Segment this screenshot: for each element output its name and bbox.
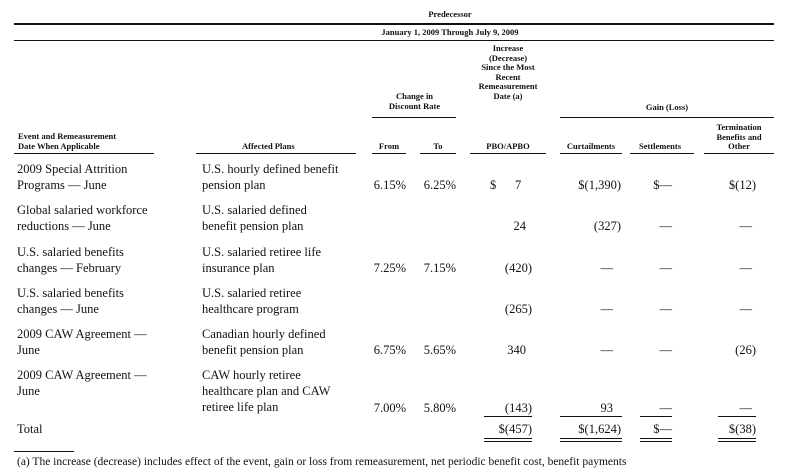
table-cell-pbo: 24	[513, 219, 527, 233]
table-cell-settlements: —	[659, 343, 673, 357]
table-cell-settlements: —	[659, 261, 673, 275]
settlements-total-rule-1	[640, 438, 672, 439]
table-cell-to: 5.65%	[423, 343, 456, 357]
col-curtailments-header: Curtailments	[566, 141, 616, 151]
table-row-plans: U.S. hourly defined benefit pension plan	[202, 162, 339, 192]
table-cell-from: 7.00%	[373, 401, 406, 415]
curtailments-total-rule-2	[560, 441, 622, 442]
table-cell-from: 6.15%	[373, 178, 406, 192]
col-settlements-rule	[630, 153, 694, 154]
table-cell-termination: —	[739, 261, 753, 275]
settlements-total-rule-2	[640, 441, 672, 442]
table-row-plans: Canadian hourly defined benefit pension p…	[202, 327, 326, 357]
table-cell-settlements: $—	[653, 178, 672, 192]
gain-group-label: Gain (Loss)	[645, 102, 689, 112]
table-cell-settlements: —	[659, 219, 673, 233]
table-row-plans: U.S. salaried retiree healthcare program	[202, 286, 302, 316]
curtailments-total-rule-1	[560, 438, 622, 439]
table-cell-termination: —	[739, 302, 753, 316]
table-row-event: 2009 CAW Agreement — June	[17, 368, 147, 398]
table-cell-from: 6.75%	[373, 343, 406, 357]
table-row-event: Global salaried workforce reductions — Ju…	[17, 203, 148, 233]
col-from-rule	[372, 153, 406, 154]
change-group-label: Change in Discount Rate	[388, 91, 441, 111]
table-row-plans: U.S. salaried retiree life insurance plan	[202, 245, 322, 275]
table-cell-curtailments: —	[600, 343, 614, 357]
col-pbo-header: PBO/APBO	[486, 141, 530, 151]
col-termination-header: Termination Benefits and Other	[716, 122, 762, 151]
table-cell-settlements: —	[659, 302, 673, 316]
table-cell-termination: (26)	[735, 343, 756, 357]
period-group-label: Predecessor	[428, 9, 472, 19]
col-event-rule	[14, 153, 154, 154]
table-cell-curtailments: 93	[600, 401, 614, 415]
table-cell-from: 7.25%	[373, 261, 406, 275]
table-cell-termination: $(12)	[728, 178, 756, 192]
table-cell-to: 6.25%	[423, 178, 456, 192]
col-from-header: From	[378, 141, 400, 151]
total-label: Total	[17, 422, 43, 436]
table-cell-curtailments: —	[600, 302, 614, 316]
curtailments-subtotal-rule	[560, 416, 622, 417]
table-cell-pbo: 340	[507, 343, 526, 357]
pbo-total-rule-1	[484, 438, 532, 439]
termination-total-rule-1	[718, 438, 756, 439]
table-cell-to: 5.80%	[423, 401, 456, 415]
period-rule	[14, 40, 774, 41]
footnote-rule	[14, 451, 74, 452]
table-row-event: 2009 Special Attrition Programs — June	[17, 162, 128, 192]
pbo-total-rule-2	[484, 441, 532, 442]
col-settlements-header: Settlements	[638, 141, 681, 151]
table-cell-settlements: —	[659, 401, 673, 415]
settlements-subtotal-rule	[640, 416, 672, 417]
col-pbo-rule	[470, 153, 546, 154]
period-label: January 1, 2009 Through July 9, 2009	[381, 27, 519, 37]
termination-total-rule-2	[718, 441, 756, 442]
table-row-event: U.S. salaried benefits changes — June	[17, 286, 124, 316]
total-termination: $(38)	[728, 422, 756, 436]
top-rule	[14, 23, 774, 25]
total-settlements: $—	[653, 422, 672, 436]
table-cell-pbo: (420)	[504, 261, 532, 275]
gain-group-rule	[560, 117, 774, 118]
table-row-plans: U.S. salaried defined benefit pension pla…	[202, 203, 307, 233]
table-row-event: 2009 CAW Agreement — June	[17, 327, 147, 357]
col-plans-header: Affected Plans	[242, 141, 295, 151]
col-to-rule	[420, 153, 456, 154]
table-cell-curtailments: (327)	[593, 219, 621, 233]
col-termination-rule	[704, 153, 774, 154]
table-cell-termination: —	[739, 219, 753, 233]
col-to-header: To	[433, 141, 443, 151]
col-event-header: Event and Remeasurement Date When Applic…	[18, 131, 117, 151]
footnote-text: (a) The increase (decrease) includes eff…	[17, 456, 627, 468]
table-cell-pbo: (265)	[504, 302, 532, 316]
table-cell-termination: —	[739, 401, 753, 415]
increase-group-label: Increase (Decrease) Since the Most Recen…	[478, 43, 538, 101]
termination-subtotal-rule	[718, 416, 756, 417]
table-cell-curtailments: —	[600, 261, 614, 275]
table-cell-to: 7.15%	[423, 261, 456, 275]
col-plans-rule	[196, 153, 356, 154]
change-group-rule	[372, 117, 456, 118]
table-cell-pbo: (143)	[504, 401, 532, 415]
table-row-event: U.S. salaried benefits changes — February	[17, 245, 124, 275]
table-row-plans: CAW hourly retiree healthcare plan and CA…	[202, 368, 331, 414]
total-pbo: $(457)	[498, 422, 532, 436]
pbo-subtotal-rule	[484, 416, 532, 417]
col-curtailments-rule	[560, 153, 622, 154]
table-cell-curtailments: $(1,390)	[578, 178, 621, 192]
table-cell-pbo: $ 7	[490, 178, 522, 192]
total-curtailments: $(1,624)	[578, 422, 621, 436]
